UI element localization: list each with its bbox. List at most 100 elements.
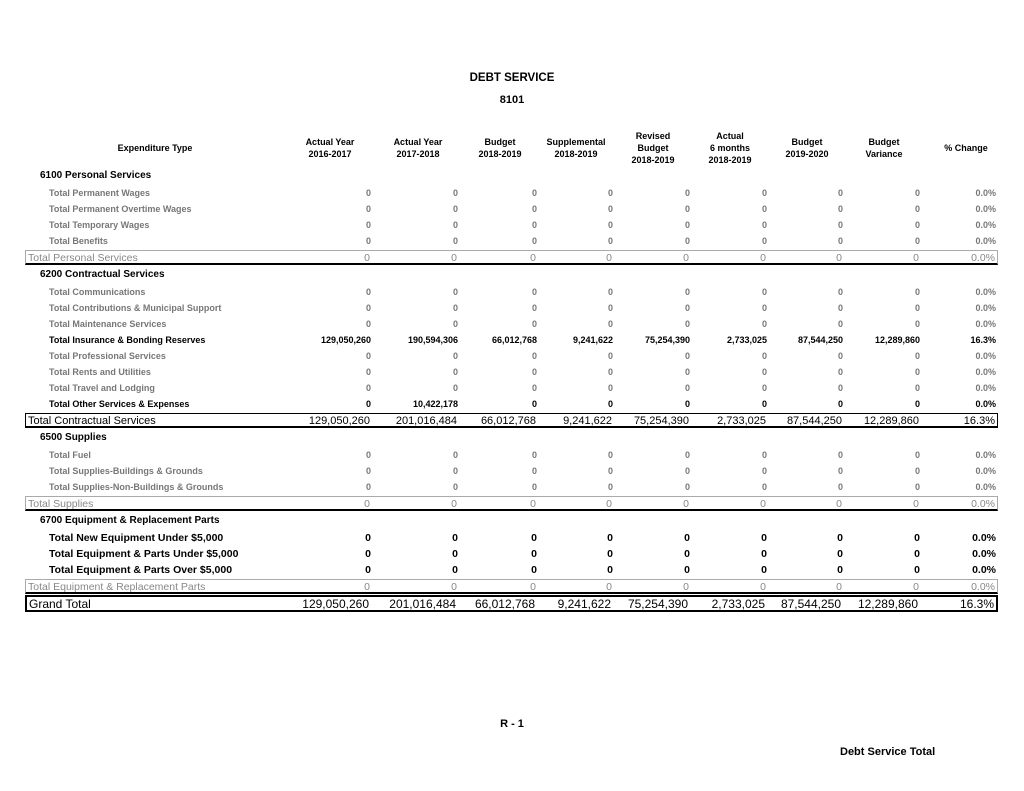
section-title: 6200 Contractual Services — [40, 269, 165, 280]
header-line: 2016-2017 — [308, 149, 352, 159]
row-label: Total Equipment & Replacement Parts — [28, 581, 206, 593]
cell-value: 0 — [531, 466, 537, 476]
row-label: Grand Total — [29, 597, 91, 611]
cell-value: 0 — [365, 399, 371, 409]
table-row: Total Benefits 0 0 0 0 0 0 0 0 0.0% — [25, 234, 998, 249]
cell-value: 0 — [837, 303, 843, 313]
cell-value: 0 — [452, 482, 458, 492]
column-header: % Change — [921, 128, 1011, 168]
cell-value: 16.3% — [963, 415, 995, 427]
cell-value: 0 — [837, 450, 843, 460]
cell-value: 2,733,025 — [726, 335, 767, 345]
cell-value: 16.3% — [959, 597, 994, 611]
cell-value: 0 — [452, 287, 458, 297]
cell-value: 0 — [761, 351, 767, 361]
cell-value: 0 — [760, 252, 766, 264]
cell-value: 0 — [607, 564, 613, 576]
cell-value: 0 — [914, 287, 920, 297]
cell-value: 0 — [914, 236, 920, 246]
header-line: 2019-2020 — [785, 149, 829, 159]
row-label: Total Benefits — [49, 236, 108, 246]
cell-value: 0 — [531, 532, 537, 544]
table-row: Total Contractual Services 129,050,260 201… — [25, 413, 998, 428]
cell-value: 0 — [837, 367, 843, 377]
cell-value: 0 — [684, 188, 690, 198]
cell-value: 0 — [531, 287, 537, 297]
cell-value: 9,241,622 — [563, 415, 612, 427]
cell-value: 0 — [364, 498, 370, 510]
header-line: Supplemental — [546, 137, 606, 147]
cell-value: 0 — [837, 564, 843, 576]
column-header: Budget 2019-2020 — [762, 128, 852, 168]
cell-value: 0 — [452, 367, 458, 377]
cell-value: 0 — [837, 466, 843, 476]
subtitle: 8101 — [499, 94, 525, 106]
header-line: % Change — [944, 143, 988, 153]
cell-value: 0 — [761, 319, 767, 329]
cell-value: 0 — [684, 450, 690, 460]
cell-value: 0 — [684, 303, 690, 313]
cell-value: 0 — [531, 319, 537, 329]
cell-value: 0 — [531, 367, 537, 377]
header-line: Budget — [791, 137, 823, 147]
cell-value: 0 — [607, 548, 613, 560]
cell-value: 0 — [837, 319, 843, 329]
cell-value: 0 — [914, 564, 920, 576]
cell-value: 0 — [531, 204, 537, 214]
title: DEBT SERVICE — [469, 72, 555, 84]
cell-value: 0 — [531, 383, 537, 393]
cell-value: 0 — [531, 351, 537, 361]
cell-value: 0.0% — [972, 532, 996, 544]
cell-value: 129,050,260 — [308, 415, 370, 427]
cell-value: 0 — [914, 220, 920, 230]
cell-value: 0 — [365, 287, 371, 297]
cell-value: 0 — [531, 236, 537, 246]
cell-value: 0 — [684, 548, 690, 560]
cell-value: 0 — [365, 482, 371, 492]
cell-value: 0 — [607, 466, 613, 476]
cell-value: 0 — [914, 319, 920, 329]
cell-value: 0 — [837, 548, 843, 560]
row-label: Total Permanent Wages — [49, 188, 151, 198]
row-label: Total Rents and Utilities — [49, 367, 151, 377]
cell-value: 0.0% — [975, 383, 996, 393]
cell-value: 0 — [452, 351, 458, 361]
column-header: Budget 2018-2019 — [455, 128, 545, 168]
cell-value: 0 — [365, 220, 371, 230]
row-label: Total Communications — [49, 287, 146, 297]
cell-value: 0 — [607, 351, 613, 361]
header-line: Expenditure Type — [117, 143, 193, 153]
cell-value: 0 — [530, 581, 536, 593]
cell-value: 2,733,025 — [717, 415, 766, 427]
cell-value: 0 — [606, 581, 612, 593]
header-line: 2018-2019 — [631, 155, 675, 165]
cell-value: 0 — [452, 319, 458, 329]
cell-value: 0 — [684, 383, 690, 393]
cell-value: 0.0% — [971, 581, 995, 593]
cell-value: 0 — [761, 220, 767, 230]
cell-value: 0 — [761, 303, 767, 313]
header-line: Actual Year — [305, 137, 355, 147]
cell-value: 0 — [365, 450, 371, 460]
cell-value: 0 — [914, 367, 920, 377]
cell-value: 0 — [761, 482, 767, 492]
table-row: Total Equipment & Replacement Parts 0 0 0 0 0… — [25, 579, 998, 594]
cell-value: 0 — [914, 548, 920, 560]
cell-value: 0 — [761, 399, 767, 409]
cell-value: 0 — [531, 450, 537, 460]
cell-value: 12,289,860 — [857, 597, 918, 611]
header-line: 2018-2019 — [478, 149, 522, 159]
header-line: Budget — [484, 137, 516, 147]
cell-value: 0.0% — [975, 303, 996, 313]
column-header: Budget Variance — [839, 128, 929, 168]
cell-value: 0 — [914, 482, 920, 492]
cell-value: 0 — [365, 466, 371, 476]
cell-value: 0 — [761, 188, 767, 198]
table-row: Total Insurance & Bonding Reserves 129,05… — [25, 333, 998, 348]
header-line: Revised — [635, 131, 671, 141]
cell-value: 0 — [914, 188, 920, 198]
cell-value: 0 — [684, 367, 690, 377]
cell-value: 0 — [365, 188, 371, 198]
cell-value: 0 — [365, 236, 371, 246]
row-label: Total Supplies-Buildings & Grounds — [49, 466, 203, 476]
